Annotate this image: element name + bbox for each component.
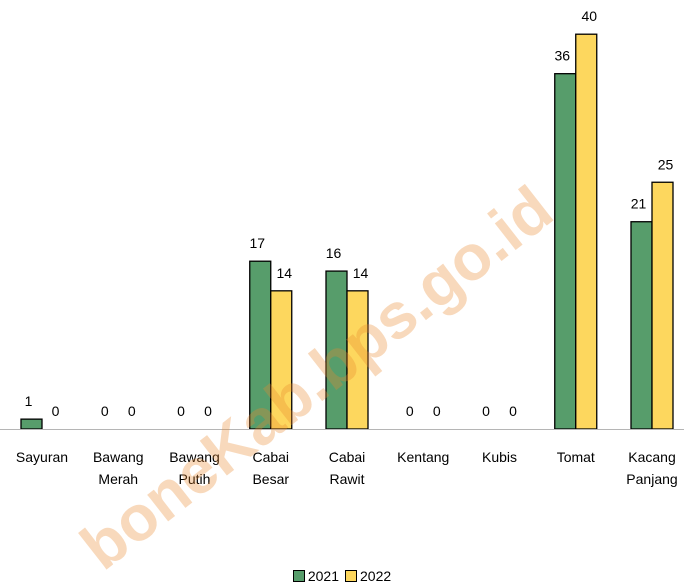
category-label-7: Tomat [557, 449, 595, 465]
value-label-2022-8: 25 [658, 156, 674, 172]
category-label-4: Rawit [329, 471, 364, 487]
watermark: boneKab.bps.go.id [67, 172, 565, 583]
category-label-4: Cabai [329, 449, 366, 465]
category-label-3: Cabai [252, 449, 289, 465]
value-label-2022-4: 14 [353, 265, 369, 281]
category-label-5: Kentang [397, 449, 449, 465]
value-label-2021-5: 0 [406, 403, 414, 419]
bar-2022-7 [575, 33, 598, 430]
value-labels-layer: 1 0 0 0 0 0 17 14 16 14 0 0 0 0 36 40 21 25 [25, 8, 674, 419]
category-label-6: Kubis [482, 449, 517, 465]
category-label-3: Besar [252, 471, 289, 487]
legend-label-2021: 2021 [307, 568, 339, 584]
category-label-1: Merah [98, 471, 138, 487]
category-label-2: Putih [179, 471, 211, 487]
category-label-0: Sayuran [16, 449, 68, 465]
bar-2021-0 [20, 418, 43, 430]
legend-item-2021: 2021 [292, 568, 339, 584]
category-label-8: Kacang [628, 449, 675, 465]
value-label-2021-6: 0 [482, 403, 490, 419]
bar-2021-8 [630, 221, 653, 430]
category-label-1: Bawang [93, 449, 144, 465]
value-label-2022-3: 14 [276, 265, 292, 281]
bars-layer [20, 33, 674, 430]
value-label-2021-7: 36 [554, 48, 570, 64]
bar-2022-8 [651, 181, 674, 430]
legend-swatch-2022 [345, 570, 357, 582]
category-label-2: Bawang [169, 449, 220, 465]
legend-item-2022: 2022 [345, 568, 391, 584]
bar-2021-7 [554, 73, 577, 430]
value-label-2021-2: 0 [177, 403, 185, 419]
value-label-2021-8: 21 [631, 196, 647, 212]
value-label-2021-4: 16 [326, 245, 342, 261]
legend: 2021 2022 [0, 566, 684, 586]
legend-label-2022: 2022 [360, 568, 392, 584]
value-label-2022-0: 0 [52, 403, 60, 419]
value-label-2021-1: 0 [101, 403, 109, 419]
category-label-8: Panjang [626, 471, 677, 487]
legend-swatch-2021 [292, 570, 305, 582]
value-label-2022-5: 0 [433, 403, 441, 419]
value-label-2022-6: 0 [509, 403, 517, 419]
value-label-2022-1: 0 [128, 403, 136, 419]
value-label-2021-3: 17 [249, 235, 265, 251]
category-labels-layer: Sayuran Bawang Merah Bawang Putih Cabai Besar C… [16, 449, 678, 487]
value-label-2022-2: 0 [204, 403, 212, 419]
value-label-2022-7: 40 [581, 8, 597, 24]
value-label-2021-0: 1 [25, 393, 33, 409]
